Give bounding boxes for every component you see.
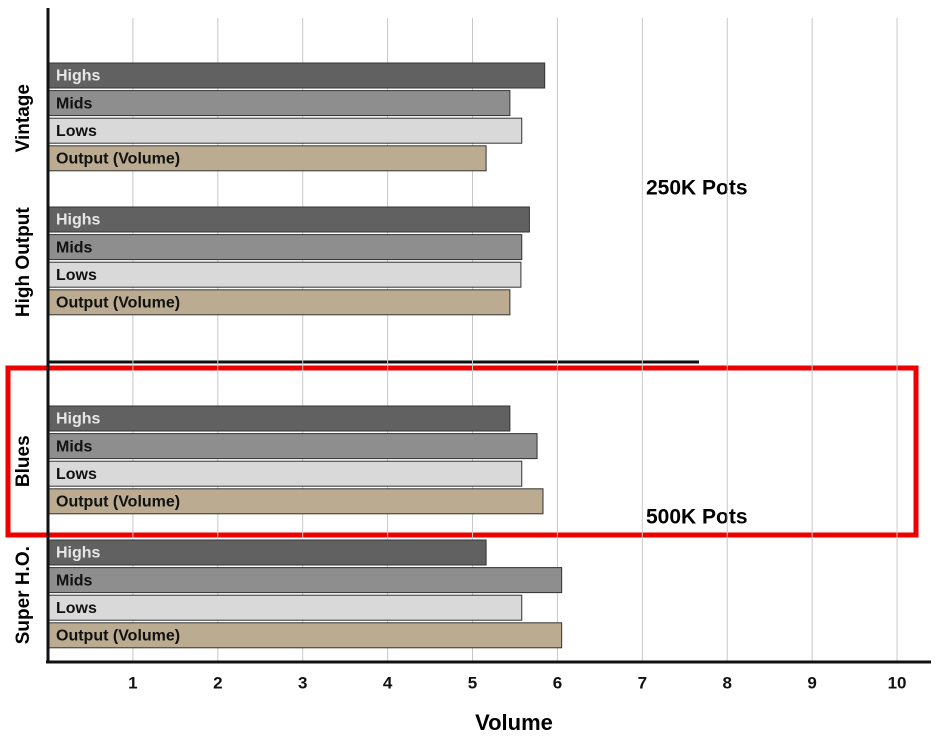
bar xyxy=(47,117,523,144)
bar xyxy=(47,90,511,117)
category-label: Blues xyxy=(13,435,34,487)
bar-label: Lows xyxy=(56,466,97,483)
x-axis-label: Volume xyxy=(475,710,553,735)
bar-label: Mids xyxy=(56,438,93,455)
category-label: High Output xyxy=(13,207,34,317)
bar xyxy=(47,289,511,316)
bar xyxy=(47,206,530,233)
bar xyxy=(47,234,523,261)
bar xyxy=(47,622,563,649)
bar xyxy=(47,62,546,89)
bar-label: Output (Volume) xyxy=(56,295,180,312)
category-label: Super H.O. xyxy=(13,546,34,644)
bar-label: Highs xyxy=(56,411,101,428)
bar-label: Mids xyxy=(56,572,93,589)
x-tick-label: 9 xyxy=(807,673,816,692)
bar-label: Lows xyxy=(56,267,97,284)
x-tick-label: 4 xyxy=(383,673,393,692)
bar-label: Highs xyxy=(56,212,101,229)
bar-label: Mids xyxy=(56,239,93,256)
bar-label: Output (Volume) xyxy=(56,494,180,511)
bar xyxy=(47,539,487,566)
bar-label: Highs xyxy=(56,545,101,562)
bar xyxy=(47,488,544,515)
annotation: 250K Pots xyxy=(646,177,748,200)
x-tick-label: 8 xyxy=(722,673,731,692)
bar-label: Lows xyxy=(56,600,97,617)
bar-label: Lows xyxy=(56,123,97,140)
x-tick-label: 6 xyxy=(553,673,562,692)
bar-label: Highs xyxy=(56,68,101,85)
bar xyxy=(47,261,522,288)
bar xyxy=(47,433,538,460)
x-tick-label: 5 xyxy=(468,673,477,692)
x-tick-label: 2 xyxy=(213,673,222,692)
x-tick-label: 7 xyxy=(638,673,647,692)
bar-label: Mids xyxy=(56,95,93,112)
bar xyxy=(47,145,487,172)
bar xyxy=(47,594,523,621)
bar-label: Output (Volume) xyxy=(56,151,180,168)
bar xyxy=(47,567,563,594)
x-tick-label: 1 xyxy=(128,673,137,692)
category-label: Vintage xyxy=(13,84,34,152)
x-tick-label: 3 xyxy=(298,673,307,692)
x-tick-label: 10 xyxy=(888,673,907,692)
bar xyxy=(47,460,523,487)
bar-label: Output (Volume) xyxy=(56,628,180,645)
highlight-box xyxy=(5,365,919,538)
bar xyxy=(47,405,511,432)
annotation: 500K Pots xyxy=(646,506,748,529)
